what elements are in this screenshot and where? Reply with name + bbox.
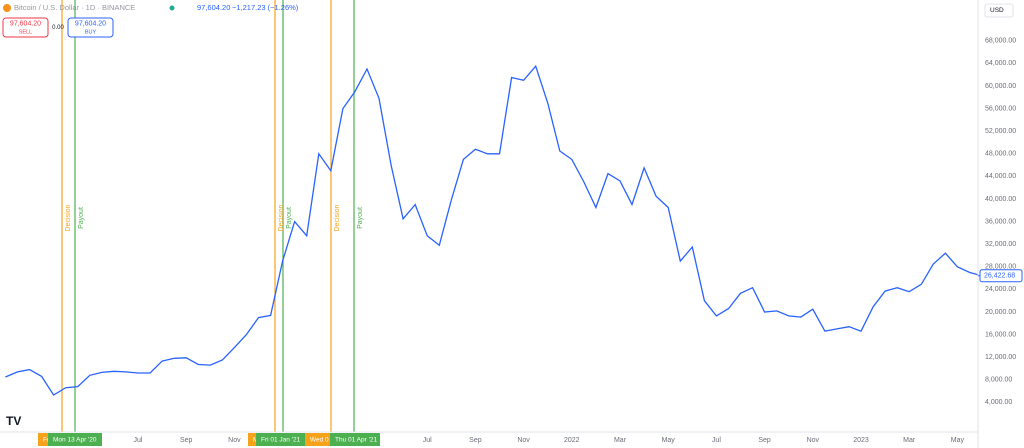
last-price-label: 26,422.68 bbox=[984, 273, 1015, 280]
axis-tag-label: Thu 01 Apr '21 bbox=[335, 437, 377, 444]
sell-button[interactable] bbox=[2, 17, 49, 38]
x-tick-label: Sep bbox=[758, 437, 771, 444]
last-price-tag bbox=[979, 269, 1023, 283]
y-tick-label: 20,000.00 bbox=[985, 309, 1016, 316]
axis-tag-label: Fr bbox=[43, 437, 50, 444]
price-line bbox=[5, 64, 978, 396]
x-tick-label: 2023 bbox=[853, 437, 869, 444]
y-tick-label: 68,000.00 bbox=[985, 38, 1016, 45]
y-tick-label: 64,000.00 bbox=[985, 60, 1016, 67]
x-tick-label: Jul bbox=[134, 437, 143, 444]
x-tick-label: May bbox=[662, 437, 676, 444]
plot-area bbox=[5, 0, 978, 432]
spread: 0.00 bbox=[52, 25, 64, 31]
y-tick-label: 8,000.00 bbox=[985, 377, 1012, 384]
buy-label: BUY bbox=[85, 29, 97, 35]
y-tick-label: 60,000.00 bbox=[985, 83, 1016, 90]
x-tick-label: Jul bbox=[712, 437, 721, 444]
axis-tag bbox=[248, 433, 256, 446]
event-label: Decision bbox=[65, 204, 72, 231]
y-tick-label: 32,000.00 bbox=[985, 241, 1016, 248]
currency-button[interactable] bbox=[984, 3, 1014, 18]
y-tick-label: 12,000.00 bbox=[985, 354, 1016, 361]
event-label: Decision bbox=[278, 204, 285, 231]
axis-tag bbox=[48, 433, 102, 446]
buy-price: 97,604.20 bbox=[75, 20, 106, 27]
event-label: Payout bbox=[78, 207, 85, 229]
x-tick-label: Sep bbox=[180, 437, 193, 444]
event-label: Payout bbox=[357, 207, 364, 229]
sell-price: 97,604.20 bbox=[10, 20, 41, 27]
x-tick-label: Mar bbox=[903, 437, 916, 444]
x-tick-label: Nov bbox=[228, 437, 241, 444]
change: −1,217.23 (−1.26%) bbox=[232, 3, 299, 12]
axis-tag bbox=[330, 433, 380, 446]
y-tick-label: 16,000.00 bbox=[985, 331, 1016, 338]
x-tick-label: Nov bbox=[517, 437, 530, 444]
sell-label: SELL bbox=[19, 29, 32, 35]
status-dot bbox=[169, 5, 175, 11]
x-tick-label: 2022 bbox=[564, 437, 580, 444]
y-tick-label: 44,000.00 bbox=[985, 173, 1016, 180]
event-label: Decision bbox=[334, 204, 341, 231]
y-tick-label: 4,000.00 bbox=[985, 399, 1012, 406]
axis-tag-label: Wed 0 bbox=[310, 437, 329, 444]
x-tick-label: Sep bbox=[469, 437, 482, 444]
y-tick-label: 48,000.00 bbox=[985, 151, 1016, 158]
y-tick-label: 24,000.00 bbox=[985, 286, 1016, 293]
x-tick-label: May bbox=[951, 437, 965, 444]
y-tick-label: 28,000.00 bbox=[985, 264, 1016, 271]
axis-tag bbox=[305, 433, 330, 446]
y-tick-label: 56,000.00 bbox=[985, 105, 1016, 112]
y-tick-label: 36,000.00 bbox=[985, 218, 1016, 225]
axis-tag bbox=[256, 433, 305, 446]
x-tick-label: Jul bbox=[423, 437, 432, 444]
y-tick-label: 52,000.00 bbox=[985, 128, 1016, 135]
axis-tag-label: Mon 13 Apr '20 bbox=[53, 437, 97, 444]
symbol-title: Bitcoin / U.S. Dollar · 1D · BINANCE bbox=[14, 3, 135, 12]
axis-tag-label: Fri 01 Jan '21 bbox=[261, 437, 301, 444]
currency: USD bbox=[990, 7, 1004, 14]
coin-icon bbox=[3, 4, 11, 12]
x-tick-label: Mar bbox=[614, 437, 627, 444]
y-tick-label: 40,000.00 bbox=[985, 196, 1016, 203]
logo: TV bbox=[6, 414, 21, 428]
event-label: Payout bbox=[286, 207, 293, 229]
buy-button[interactable] bbox=[67, 17, 114, 38]
x-tick-label: Nov bbox=[807, 437, 820, 444]
axis-tag bbox=[38, 433, 48, 446]
price: 97,604.20 bbox=[197, 3, 230, 12]
